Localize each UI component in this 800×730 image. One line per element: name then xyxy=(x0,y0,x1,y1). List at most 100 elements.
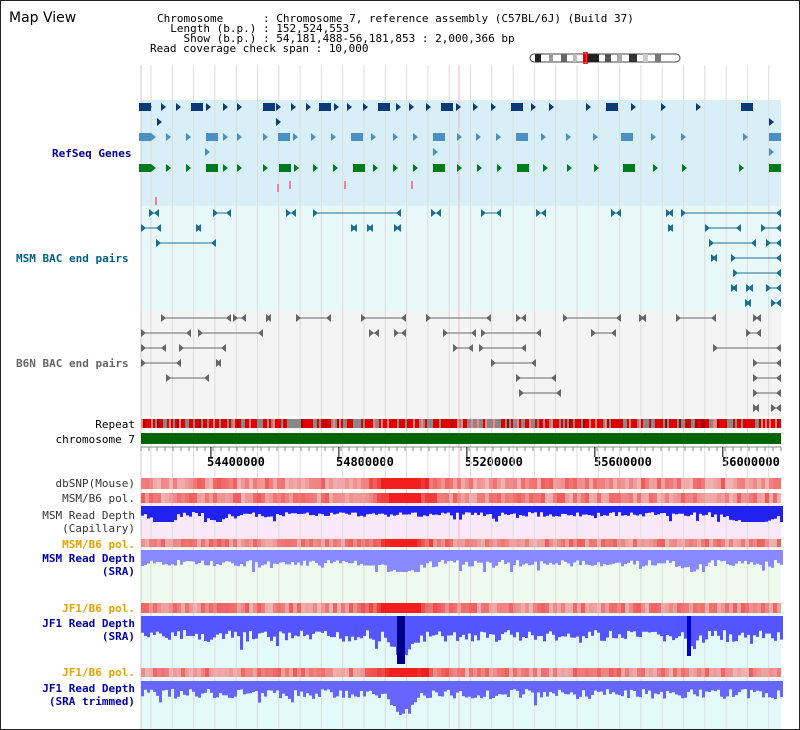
msm-pol-cell xyxy=(693,493,697,503)
msm-pol-cell xyxy=(545,493,549,503)
msm-depth-sra-bar xyxy=(210,550,213,561)
msm-pol-cell xyxy=(613,493,617,503)
gene-arrow xyxy=(426,103,431,111)
dbsnp-cell xyxy=(545,478,549,489)
jf1-pol-cell xyxy=(201,603,205,613)
repeat-segment xyxy=(169,419,171,428)
msm-pol-sra-cell xyxy=(729,539,733,547)
msm-depth-capillary-bar xyxy=(738,506,741,521)
jf1-depth-trimmed-bar xyxy=(198,681,201,698)
jf1-depth-trimmed-bar xyxy=(237,681,240,691)
jf1-depth-trimmed-bar xyxy=(711,681,714,691)
repeat-segment xyxy=(223,419,225,428)
jf1-depth-sra-bar xyxy=(729,616,732,635)
jf1-pol-cell xyxy=(609,603,613,613)
gene-feature xyxy=(623,164,635,172)
jf1-pol-cell xyxy=(321,603,325,613)
repeat-segment xyxy=(333,419,335,428)
msm-depth-capillary-bar xyxy=(303,506,306,514)
msm-depth-capillary-bar xyxy=(474,506,477,513)
msm-depth-sra-bar xyxy=(693,550,696,572)
msm-depth-capillary-bar xyxy=(471,506,474,515)
jf1-pol-cell xyxy=(477,603,481,613)
msm-pol-cell xyxy=(537,493,541,503)
jf1-depth-trimmed-bar xyxy=(447,681,450,690)
msm-depth-capillary-bar xyxy=(699,506,702,514)
jf1-pol-trimmed-cell xyxy=(221,668,225,677)
jf1-depth-trimmed-bar xyxy=(591,681,594,695)
repeat-segment xyxy=(425,419,427,428)
dbsnp-cell xyxy=(337,478,341,489)
jf1-depth-peak xyxy=(687,616,691,656)
msm-pol-cell xyxy=(429,493,433,503)
repeat-segment xyxy=(399,419,401,428)
jf1-pol-cell xyxy=(649,603,653,613)
jf1-depth-trimmed-bar xyxy=(396,681,399,712)
jf1-depth-sra-bar xyxy=(681,616,684,633)
jf1-depth-trimmed-bar xyxy=(666,681,669,692)
jf1-pol-cell xyxy=(209,603,213,613)
gene-arrow xyxy=(681,133,686,141)
jf1-depth-sra-bar xyxy=(771,616,774,639)
jf1-pol-trimmed-cell xyxy=(341,668,345,677)
jf1-depth-sra-bar xyxy=(531,616,534,636)
b6n-bac-pair-end xyxy=(394,329,399,337)
msm-pol-sra-cell xyxy=(741,539,745,547)
msm-pol-cell xyxy=(525,493,529,503)
msm-depth-sra-bar xyxy=(513,550,516,566)
msm-pol-cell xyxy=(473,493,477,503)
jf1-pol-trimmed-cell xyxy=(769,668,773,677)
msm-depth-capillary-bar xyxy=(426,506,429,517)
msm-depth-sra-bar xyxy=(276,550,279,565)
msm-depth-capillary-bar xyxy=(240,506,243,516)
msm-pol-sra-cell xyxy=(261,539,265,547)
jf1-depth-trimmed-bar xyxy=(369,681,372,691)
jf1-depth-sra-bar xyxy=(495,616,498,642)
gene-arrow xyxy=(176,103,181,111)
span-info: Read coverage check span : 10,000 xyxy=(150,43,369,54)
msm-depth-capillary-bar xyxy=(297,506,300,514)
jf1-pol-trimmed-cell xyxy=(441,668,445,677)
jf1-pol-cell xyxy=(233,603,237,613)
msm-pol-cell xyxy=(465,493,469,503)
jf1-depth-sra-bar xyxy=(432,616,435,636)
jf1-depth-trimmed-bar xyxy=(225,681,228,696)
msm-pol-cell xyxy=(773,493,777,503)
msm-depth-capillary-bar xyxy=(672,506,675,514)
msm-depth-sra-bar xyxy=(363,550,366,566)
jf1-depth-sra-bar xyxy=(726,616,729,642)
jf1-pol-trimmed-cell xyxy=(293,668,297,677)
gene-arrow xyxy=(166,164,171,172)
repeat-segment xyxy=(465,419,467,428)
gene-marker xyxy=(155,197,157,205)
msm-depth-sra-bar xyxy=(642,550,645,567)
jf1-depth-sra-bar xyxy=(690,616,693,647)
msm-depth-sra-bar xyxy=(483,550,486,572)
repeat-segment xyxy=(745,419,747,428)
msm-depth-sra-bar xyxy=(576,550,579,561)
msm-pol-sra-cell xyxy=(249,539,253,547)
jf1-depth-trimmed-bar xyxy=(501,681,504,695)
msm-depth-capillary-bar xyxy=(351,506,354,513)
msm-depth-capillary-bar xyxy=(588,506,591,516)
jf1-pol-cell xyxy=(185,603,189,613)
jf1-depth-trimmed-bar xyxy=(147,681,150,693)
dbsnp-cell xyxy=(373,478,377,489)
msm-pol-cell xyxy=(573,493,577,503)
jf1-depth-trimmed-bar xyxy=(246,681,249,694)
msm-depth-capillary-bar xyxy=(603,506,606,516)
msm-bac-pair-end xyxy=(611,209,616,217)
jf1-pol-cell xyxy=(409,603,413,613)
msm-depth-capillary-bar xyxy=(669,506,672,522)
jf1-pol-cell xyxy=(613,603,617,613)
msm-depth-sra-bar xyxy=(267,550,270,562)
jf1-depth-trimmed-bar xyxy=(330,681,333,693)
jf1-pol-cell xyxy=(765,603,769,613)
chromosome-ideogram[interactable] xyxy=(527,52,687,64)
repeat-segment xyxy=(555,419,557,428)
gene-arrow xyxy=(661,103,666,111)
jf1-depth-sra-bar xyxy=(546,616,549,634)
jf1-pol-trimmed-cell xyxy=(233,668,237,677)
jf1-depth-trimmed-bar xyxy=(759,681,762,692)
